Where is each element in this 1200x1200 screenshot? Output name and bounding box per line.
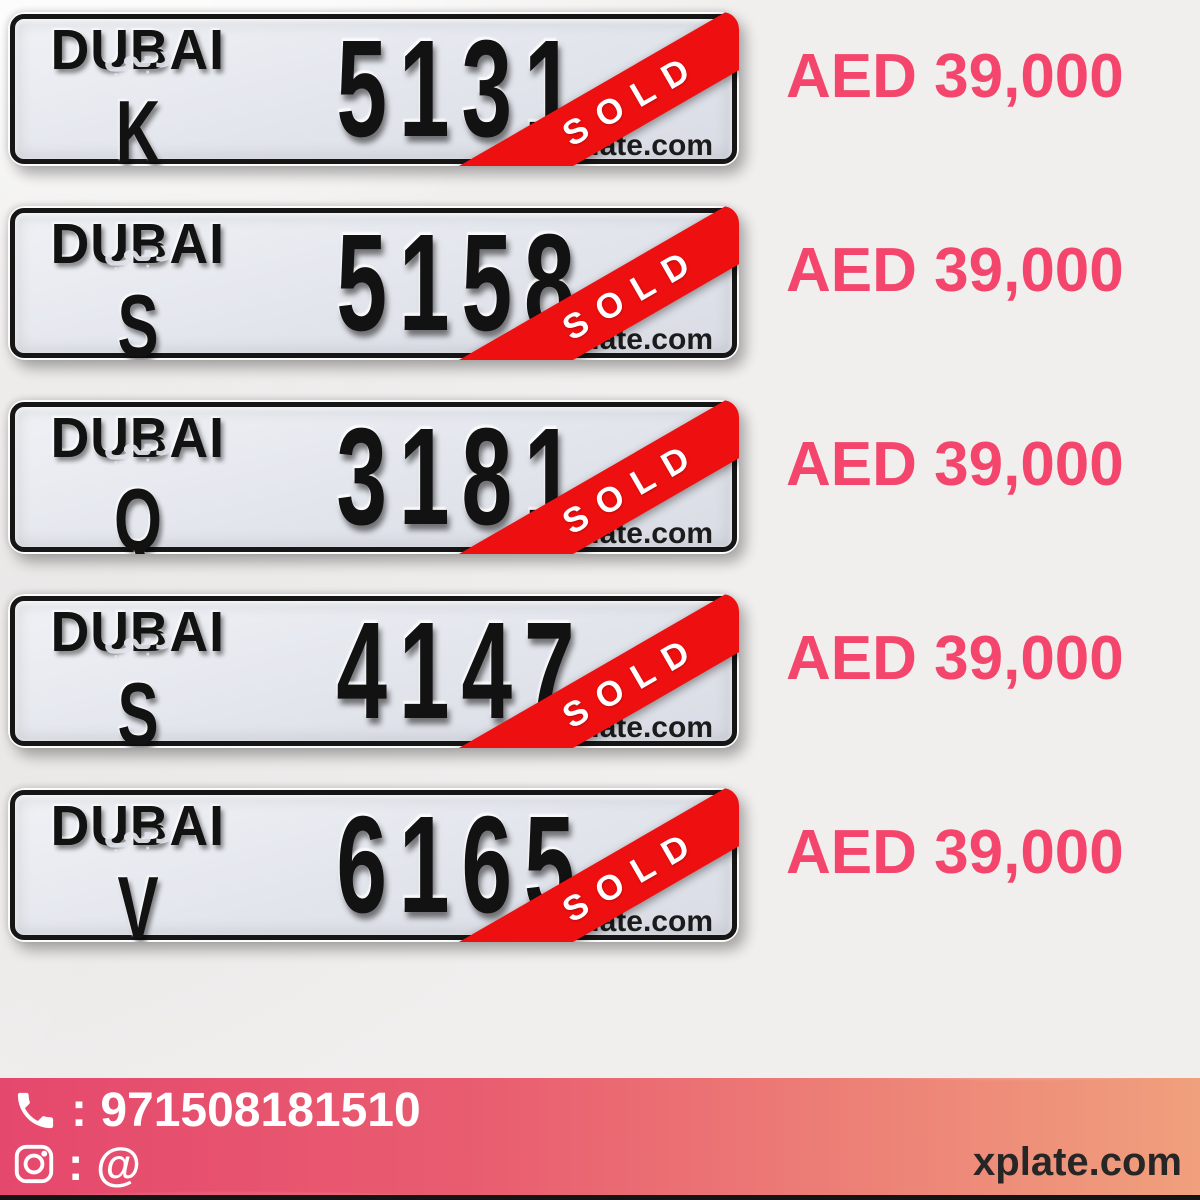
license-plate: DUBAI دبي Q 3181 xplate.com SOLD	[8, 400, 739, 554]
price-label: AED 39,000	[786, 41, 1124, 111]
price-label: AED 39,000	[786, 623, 1124, 693]
dubai-logo: DUBAI دبي	[45, 794, 231, 867]
dubai-logo: DUBAI دبي	[45, 600, 231, 673]
plate-listing-row: DUBAI دبي K 5131 xplate.com SOLD AED 39,…	[8, 12, 1124, 166]
plate-code-letter: K	[115, 82, 161, 167]
brand-wordmark: xplate.com	[973, 1140, 1182, 1184]
plate-code-letter: Q	[114, 470, 162, 555]
dubai-logo-arabic: دبي	[102, 421, 174, 465]
phone-number-text: : 971508181510	[71, 1084, 421, 1137]
plate-left-block: DUBAI دبي Q	[38, 406, 238, 555]
license-plate: DUBAI دبي K 5131 xplate.com SOLD	[8, 12, 739, 166]
instagram-icon	[12, 1142, 56, 1186]
dubai-logo: DUBAI دبي	[45, 18, 231, 91]
phone-contact-line: : 971508181510	[12, 1083, 421, 1138]
plate-listing-row: DUBAI دبي S 5158 xplate.com SOLD AED 39,…	[8, 206, 1124, 360]
phone-icon	[12, 1087, 59, 1134]
plate-left-block: DUBAI دبي S	[38, 212, 238, 361]
dubai-logo-latin: DUBAI	[50, 406, 226, 470]
license-plate: DUBAI دبي S 4147 xplate.com SOLD	[8, 594, 739, 748]
price-label: AED 39,000	[786, 235, 1124, 305]
dubai-logo-arabic: دبي	[102, 227, 174, 271]
price-label: AED 39,000	[786, 817, 1124, 887]
dubai-logo-latin: DUBAI	[50, 600, 226, 664]
dubai-logo-arabic: دبي	[102, 615, 174, 659]
plate-code-letter: S	[117, 276, 159, 361]
contact-footer-bar: : 971508181510 : @ xplate.com	[0, 1078, 1200, 1200]
dubai-logo-arabic: دبي	[102, 33, 174, 77]
plate-listing-row: DUBAI دبي S 4147 xplate.com SOLD AED 39,…	[8, 594, 1124, 748]
license-plate: DUBAI دبي V 6165 xplate.com SOLD	[8, 788, 739, 942]
plate-listing-row: DUBAI دبي V 6165 xplate.com SOLD AED 39,…	[8, 788, 1124, 942]
plate-left-block: DUBAI دبي V	[38, 794, 238, 943]
license-plate: DUBAI دبي S 5158 xplate.com SOLD	[8, 206, 739, 360]
plate-left-block: DUBAI دبي K	[38, 18, 238, 167]
plate-listing-row: DUBAI دبي Q 3181 xplate.com SOLD AED 39,…	[8, 400, 1124, 554]
plate-list: DUBAI دبي K 5131 xplate.com SOLD AED 39,…	[8, 12, 1124, 982]
instagram-contact-line: : @	[12, 1137, 141, 1191]
dubai-logo-latin: DUBAI	[50, 18, 226, 82]
dubai-logo-arabic: دبي	[102, 809, 174, 853]
plate-code-letter: V	[117, 858, 159, 943]
instagram-handle-text: : @	[68, 1138, 141, 1190]
plate-code-letter: S	[117, 664, 159, 749]
price-label: AED 39,000	[786, 429, 1124, 499]
dubai-logo-latin: DUBAI	[50, 794, 226, 858]
dubai-logo: DUBAI دبي	[45, 212, 231, 285]
dubai-logo-latin: DUBAI	[50, 212, 226, 276]
dubai-logo: DUBAI دبي	[45, 406, 231, 479]
plate-left-block: DUBAI دبي S	[38, 600, 238, 749]
